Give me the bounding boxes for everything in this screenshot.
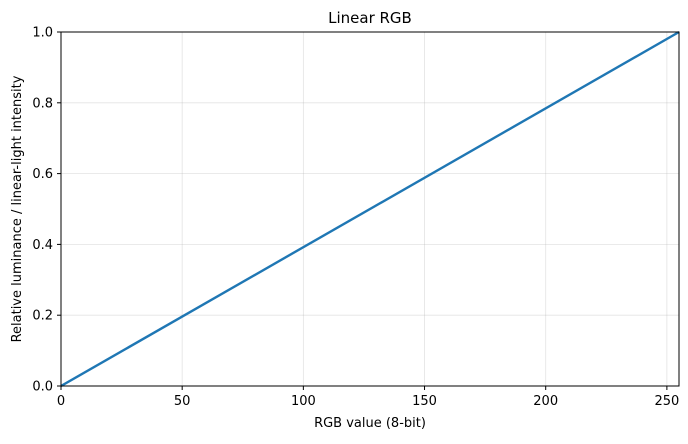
x-tick-label: 50 [174,394,191,409]
series-layer [60,30,680,388]
x-tick-label: 250 [654,394,679,409]
y-tick-label: 0.8 [32,96,53,111]
tick-layer: 0 50 100 150 200 250 0.0 0.2 0.4 0.6 0.8 1.0 [32,26,679,410]
y-tick-label: 0.2 [32,309,53,324]
y-tick-label: 0.0 [32,380,53,395]
x-tick-label: 0 [57,394,65,409]
y-tick-label: 0.4 [32,238,53,253]
x-tick-label: 200 [533,394,558,409]
series-line [60,30,680,388]
y-tick-label: 1.0 [32,26,53,41]
y-tick-label: 0.6 [32,167,53,182]
chart-title: Linear RGB [328,9,412,27]
x-axis-label: RGB value (8-bit) [314,416,426,431]
x-tick-label: 100 [291,394,316,409]
plot-frame [60,31,680,387]
x-tick-label: 150 [412,394,437,409]
y-axis-label: Relative luminance / linear-light intens… [10,75,25,342]
